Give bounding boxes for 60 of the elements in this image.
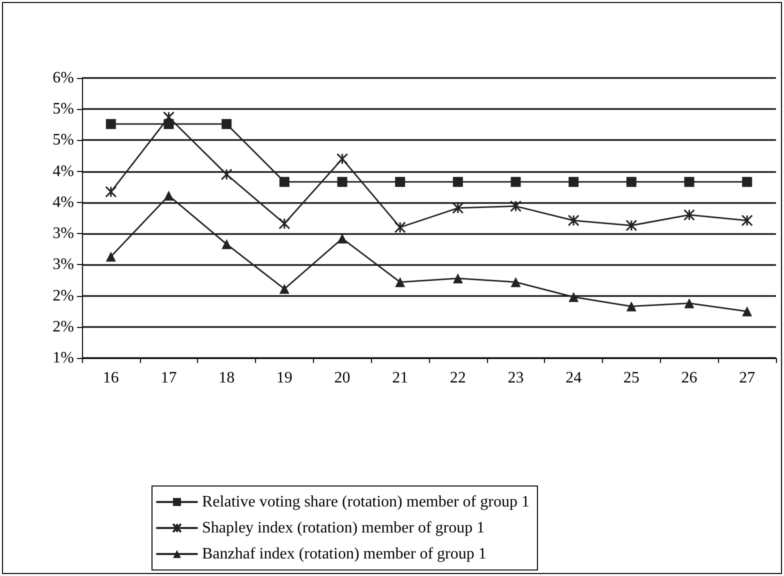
- point: [279, 176, 290, 187]
- x-tick-label: 27: [739, 370, 756, 386]
- point: [510, 176, 521, 187]
- point: [742, 176, 752, 187]
- x-tick-label: 17: [160, 370, 177, 386]
- point: [222, 239, 232, 250]
- point: [278, 218, 290, 230]
- legend-label: Banzhaf index (rotation) member of group 1: [202, 546, 486, 562]
- point: [742, 306, 752, 316]
- point: [106, 252, 116, 262]
- point: [568, 292, 579, 302]
- point: [106, 119, 116, 130]
- point: [395, 277, 406, 288]
- point: [626, 220, 638, 232]
- point: [162, 111, 175, 123]
- legend-label: Shapley index (rotation) member of group 1: [202, 520, 485, 536]
- y-tick-label: 4%: [52, 162, 74, 180]
- x-tick-label: 23: [508, 370, 524, 386]
- y-tick-label: 4%: [52, 194, 74, 211]
- point: [683, 209, 696, 221]
- x-tick-label: 18: [218, 370, 235, 386]
- x-tick-label: 26: [681, 370, 698, 386]
- point: [510, 200, 522, 212]
- y-tick-label: 2%: [52, 287, 74, 304]
- point: [626, 301, 636, 312]
- point: [337, 176, 348, 187]
- point: [164, 190, 174, 201]
- x-tick-label: 19: [276, 370, 292, 386]
- point: [222, 119, 232, 130]
- x-tick-label: 22: [450, 370, 466, 386]
- x-tick-label: 21: [392, 370, 408, 386]
- x-tick-label: 16: [102, 370, 119, 386]
- y-tick-label: 5%: [52, 100, 74, 118]
- point: [510, 277, 521, 288]
- x-tick-label: 24: [566, 370, 582, 386]
- point: [336, 153, 348, 165]
- point: [394, 222, 406, 234]
- point: [452, 202, 464, 214]
- point: [452, 273, 463, 284]
- point: [568, 176, 579, 187]
- point: [337, 234, 348, 244]
- legend-label: Relative voting share (rotation) member of group 1: [202, 494, 530, 510]
- point: [279, 284, 290, 294]
- point: [684, 176, 694, 187]
- x-tick-label: 25: [623, 370, 640, 386]
- y-tick-label: 1%: [52, 350, 74, 366]
- x-tick-label: 20: [334, 370, 350, 386]
- y-tick-label: 3%: [52, 225, 74, 242]
- point: [626, 176, 636, 187]
- y-tick-label: 3%: [52, 256, 74, 274]
- point: [684, 298, 694, 308]
- y-tick-label: 6%: [52, 70, 74, 86]
- point: [568, 214, 580, 226]
- point: [220, 168, 232, 180]
- y-tick-label: 2%: [52, 318, 74, 336]
- point: [741, 214, 753, 226]
- point: [105, 186, 117, 198]
- point: [452, 176, 463, 187]
- y-tick-label: 5%: [52, 132, 74, 149]
- point: [395, 176, 406, 187]
